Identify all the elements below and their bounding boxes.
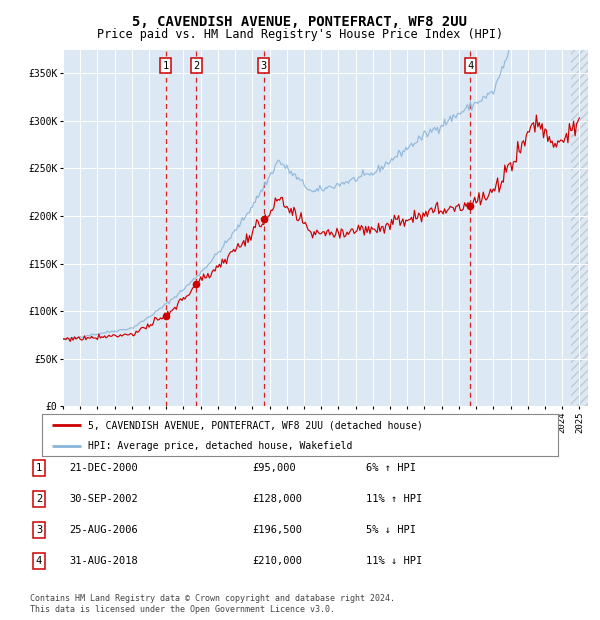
Text: 4: 4 — [36, 556, 42, 566]
Text: 3: 3 — [36, 525, 42, 535]
Bar — [571, 50, 588, 406]
Text: 11% ↓ HPI: 11% ↓ HPI — [366, 556, 422, 566]
Text: HPI: Average price, detached house, Wakefield: HPI: Average price, detached house, Wake… — [88, 441, 353, 451]
Text: 31-AUG-2018: 31-AUG-2018 — [69, 556, 138, 566]
Text: 4: 4 — [467, 61, 473, 71]
Text: £210,000: £210,000 — [252, 556, 302, 566]
Text: 1: 1 — [36, 463, 42, 473]
Text: £128,000: £128,000 — [252, 494, 302, 504]
Text: 25-AUG-2006: 25-AUG-2006 — [69, 525, 138, 535]
Text: 1: 1 — [163, 61, 169, 71]
Text: 21-DEC-2000: 21-DEC-2000 — [69, 463, 138, 473]
Text: 2: 2 — [193, 61, 200, 71]
Text: 5% ↓ HPI: 5% ↓ HPI — [366, 525, 416, 535]
Text: This data is licensed under the Open Government Licence v3.0.: This data is licensed under the Open Gov… — [30, 604, 335, 614]
Text: Price paid vs. HM Land Registry's House Price Index (HPI): Price paid vs. HM Land Registry's House … — [97, 28, 503, 41]
Text: 5, CAVENDISH AVENUE, PONTEFRACT, WF8 2UU: 5, CAVENDISH AVENUE, PONTEFRACT, WF8 2UU — [133, 16, 467, 30]
Text: 3: 3 — [260, 61, 266, 71]
Text: 6% ↑ HPI: 6% ↑ HPI — [366, 463, 416, 473]
Text: 5, CAVENDISH AVENUE, PONTEFRACT, WF8 2UU (detached house): 5, CAVENDISH AVENUE, PONTEFRACT, WF8 2UU… — [88, 420, 424, 430]
Text: 11% ↑ HPI: 11% ↑ HPI — [366, 494, 422, 504]
Text: 2: 2 — [36, 494, 42, 504]
Text: £196,500: £196,500 — [252, 525, 302, 535]
Text: 30-SEP-2002: 30-SEP-2002 — [69, 494, 138, 504]
Text: £95,000: £95,000 — [252, 463, 296, 473]
Text: Contains HM Land Registry data © Crown copyright and database right 2024.: Contains HM Land Registry data © Crown c… — [30, 593, 395, 603]
